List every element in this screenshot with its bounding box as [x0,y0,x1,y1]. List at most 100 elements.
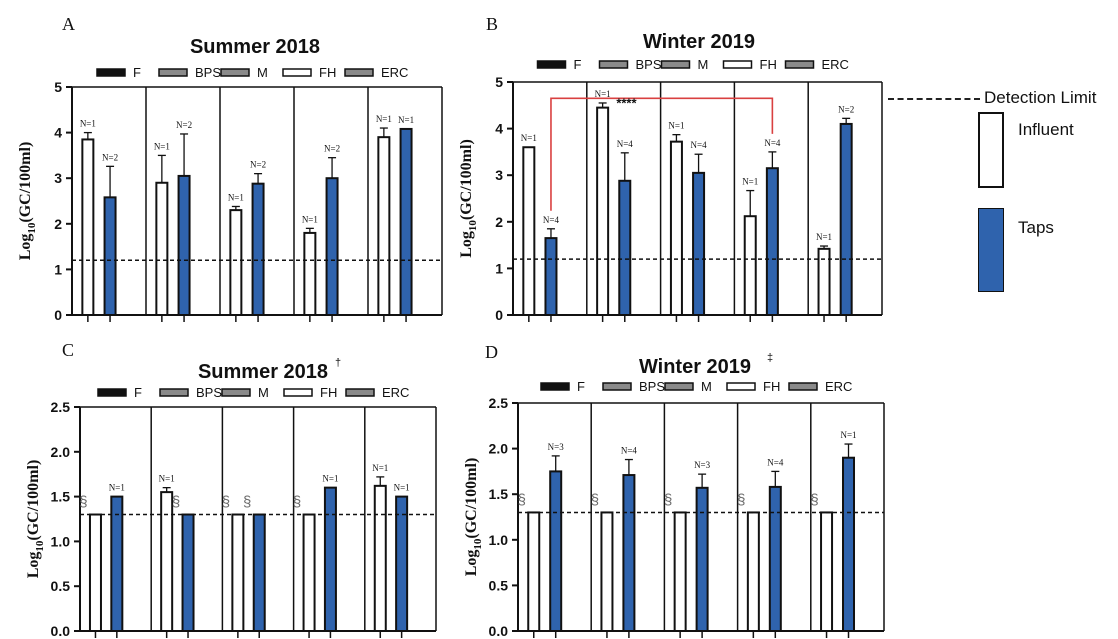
legend-label-m: M [698,57,709,72]
taps-bar [768,485,782,632]
influent-bar [160,491,174,632]
taps-bar [692,171,706,316]
y-tick-label: 5 [495,74,503,90]
y-tick-label: 2.0 [51,444,71,460]
y-tick-label: 3 [54,170,62,186]
influent-bar [303,231,317,316]
influent-bar [155,181,169,316]
y-tick-label: 0.5 [51,578,71,594]
legend-label-f: F [574,57,582,72]
n-label: N=1 [668,121,684,131]
chart-title: Winter 2019 [639,356,751,378]
n-label: N=2 [176,120,192,130]
taps-bar [177,174,191,316]
y-tick-label: 4 [54,125,62,141]
legend-swatch-bps [598,60,629,69]
below-detection-marker: § [222,494,230,511]
influent-bar [373,484,387,632]
legend-swatch-f [540,382,570,391]
influent-bar [600,511,614,632]
below-detection-marker: § [79,494,87,511]
n-label: N=1 [816,232,832,242]
n-label: N=1 [840,430,856,440]
n-label: N=1 [394,483,410,493]
influent-label: Influent [1018,120,1074,139]
taps-swatch [978,208,1004,292]
y-axis-title-tail: (GC/100ml) [458,139,475,220]
legend-label-fh: FH [319,65,336,80]
chart-legend: F BPS M FH ERC [96,65,408,80]
legend-swatch-f [96,68,126,77]
n-label: N=1 [80,119,96,129]
legend-label-fh: FH [320,385,337,400]
legend-label-bps: BPS [639,379,665,394]
influent-bar [527,511,541,632]
y-axis-title-sub: 10 [34,540,46,552]
chart-legend: F BPS M FH ERC [97,385,409,400]
n-label: N=1 [742,177,758,187]
y-tick-label: 2.5 [51,399,71,415]
taps-bar [549,470,563,632]
taps-legend: Taps [978,208,1116,298]
legend-label-f: F [577,379,585,394]
y-axis-title: Log10(GC/100ml) [25,460,46,579]
legend-label-erc: ERC [382,385,409,400]
influent-bar [746,511,760,632]
chart-title: Summer 2018 [190,36,320,58]
influent-bar [88,513,102,633]
legend-swatch-m [221,388,251,397]
n-label: N=1 [159,474,175,484]
legend-label-erc: ERC [822,57,849,72]
legend-swatch-bps [158,68,188,77]
y-tick-label: 0 [495,307,503,323]
n-label: N=2 [102,152,118,162]
y-tick-label: 0 [54,307,62,323]
detection-limit-swatch [888,98,980,100]
taps-bar [765,167,779,316]
legend-label-bps: BPS [636,57,662,72]
n-label: N=2 [838,104,854,114]
n-label: N=4 [617,139,634,149]
panel-letter: A [62,14,75,34]
n-label: N=3 [694,460,711,470]
legend-label-fh: FH [763,379,780,394]
n-label: N=1 [302,214,318,224]
n-label: N=1 [322,474,338,484]
n-label: N=1 [372,463,388,473]
taps-label: Taps [1018,218,1054,237]
legend-label-erc: ERC [825,379,852,394]
taps-bar [622,474,636,632]
influent-bar [377,136,391,316]
legend-label-m: M [257,65,268,80]
y-axis-title-tail: (GC/100ml) [25,460,42,541]
taps-bar [103,196,117,317]
n-label: N=1 [595,89,611,99]
chart-panel-c: C Summer 2018 † F BPS M FH ERC 0.0 0.5 1.0 1.5 2.0 2.… [25,340,437,639]
side-legend: Detection Limit Influent Taps [888,86,1116,306]
influent-bar [302,513,316,633]
taps-bar [252,513,266,633]
y-tick-label: 2.5 [489,395,509,411]
significance-label: **** [616,95,637,110]
y-tick-label: 1 [54,261,62,277]
legend-swatch-erc [345,388,375,397]
y-axis-title-tail: (GC/100ml) [463,458,480,539]
n-label: N=1 [154,141,170,151]
y-tick-label: 4 [495,121,503,137]
taps-bar [323,486,337,633]
significance-bracket [550,97,774,211]
below-detection-marker: § [664,491,672,508]
y-axis-title-main: Log [463,550,480,577]
legend-swatch-fh [722,60,753,69]
taps-bar [325,177,339,316]
y-axis-title: Log10(GC/100ml) [458,139,479,258]
influent-bar [743,215,757,316]
n-label: N=1 [521,133,537,143]
taps-bar [839,122,853,316]
y-tick-label: 0.5 [489,577,509,593]
y-tick-label: 2 [495,214,503,230]
taps-bar [181,513,195,633]
legend-label-f: F [134,385,142,400]
legend-label-bps: BPS [195,65,221,80]
